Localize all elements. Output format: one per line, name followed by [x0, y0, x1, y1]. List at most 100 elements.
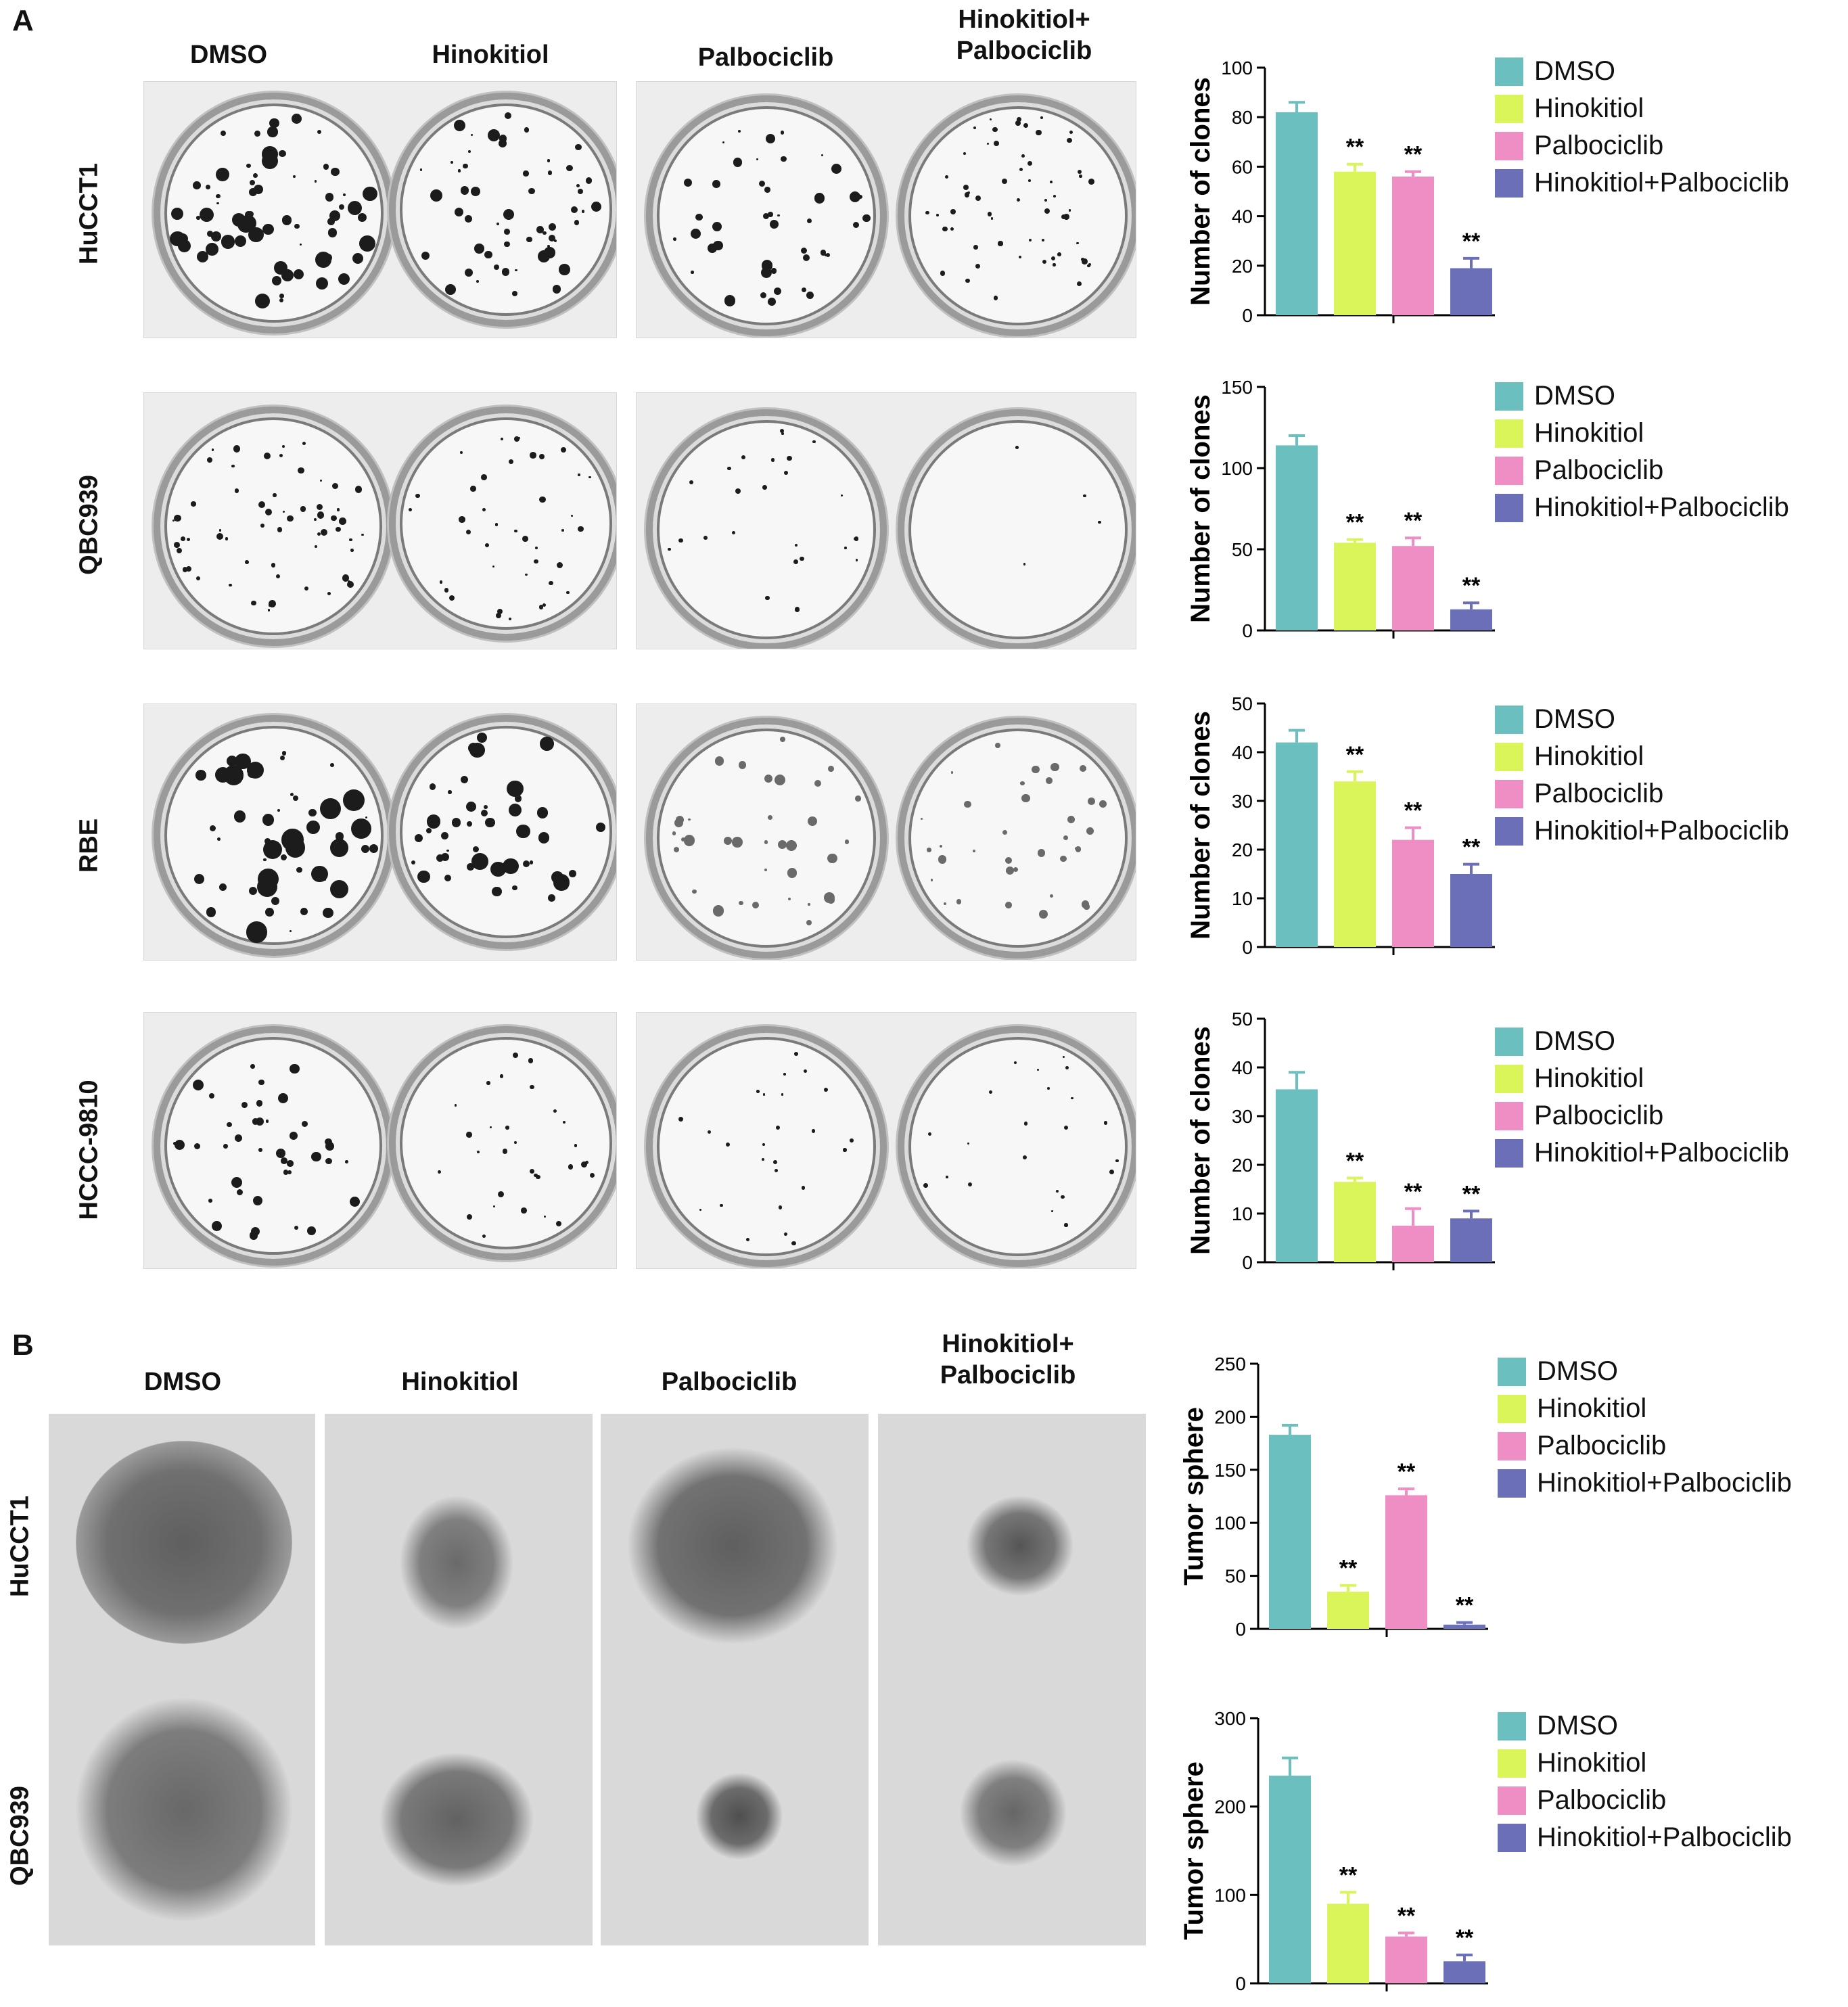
- row-label-b-huCCT1: HuCCT1: [5, 1496, 34, 1597]
- bar-palbociclib: [1385, 1936, 1427, 1983]
- colony: [777, 214, 780, 217]
- colony: [581, 210, 585, 213]
- colony: [1082, 258, 1088, 265]
- legend-label: Hinokitiol: [1534, 93, 1644, 123]
- dish-palbociclib: [646, 409, 887, 649]
- colony: [1023, 1155, 1027, 1160]
- y-tick-label: 20: [1232, 256, 1253, 277]
- colony: [316, 503, 323, 510]
- colony: [441, 831, 449, 839]
- legend-label: DMSO: [1534, 381, 1615, 411]
- colony: [362, 186, 377, 202]
- colony: [1053, 263, 1056, 267]
- colony: [1067, 816, 1075, 824]
- colony: [255, 294, 271, 309]
- legend-label: Hinokitiol+Palbociclib: [1534, 816, 1789, 846]
- colony: [503, 858, 519, 875]
- legend-label: Palbociclib: [1537, 1431, 1667, 1460]
- colony: [768, 212, 773, 217]
- colony: [221, 130, 227, 136]
- colony: [1069, 209, 1071, 212]
- colony: [263, 452, 271, 460]
- colony: [465, 802, 476, 812]
- colony: [227, 1122, 232, 1128]
- colony: [825, 253, 831, 258]
- bar-hinokitiol-palbociclib: [1450, 268, 1492, 315]
- colony: [538, 605, 544, 609]
- colony: [762, 485, 768, 490]
- col-label-combination: Hinokitiol+ Palbociclib: [956, 5, 1092, 65]
- colony: [1005, 866, 1014, 875]
- colony: [471, 853, 488, 871]
- colony: [581, 1161, 588, 1168]
- colony: [944, 175, 949, 179]
- colony: [327, 228, 337, 237]
- colony: [287, 1170, 292, 1175]
- colony: [1018, 256, 1021, 259]
- colony: [504, 241, 510, 247]
- y-tick-label: 10: [1232, 888, 1253, 909]
- colony: [1061, 1195, 1065, 1199]
- legend-swatch: [1498, 1786, 1526, 1815]
- colony: [349, 1197, 361, 1207]
- colony: [591, 202, 601, 212]
- legend-item: Hinokitiol+Palbociclib: [1495, 164, 1789, 202]
- colony: [1062, 1055, 1065, 1058]
- colony: [450, 160, 453, 164]
- colony: [927, 848, 931, 852]
- colony: [467, 1214, 473, 1220]
- colony: [503, 208, 515, 221]
- colony: [558, 264, 570, 276]
- colony: [862, 214, 871, 223]
- sphere-cluster: [966, 1495, 1074, 1596]
- colony: [448, 595, 455, 601]
- legend-swatch: [1495, 57, 1523, 86]
- colony: [196, 215, 200, 220]
- colony: [335, 832, 344, 841]
- colony: [703, 535, 708, 540]
- colony: [492, 565, 494, 568]
- colony: [439, 580, 443, 584]
- colony: [525, 573, 528, 576]
- colony: [1005, 902, 1013, 909]
- colony: [1028, 179, 1031, 182]
- colony: [795, 543, 798, 547]
- y-tick-label: 60: [1232, 156, 1253, 177]
- colony: [460, 451, 463, 454]
- bar-dmso: [1276, 742, 1318, 947]
- bar-hinokitiol-palbociclib: [1450, 609, 1492, 630]
- y-tick-label: 80: [1232, 107, 1253, 128]
- colony: [349, 538, 352, 542]
- legend-item: Hinokitiol: [1498, 1390, 1792, 1427]
- y-tick-label: 20: [1232, 1155, 1253, 1176]
- colony: [992, 126, 998, 133]
- colony: [457, 169, 461, 172]
- colony: [1021, 793, 1030, 802]
- colony: [195, 576, 201, 581]
- colony: [182, 567, 188, 573]
- colony: [512, 1053, 518, 1059]
- dish-combination: [898, 718, 1136, 959]
- sphere-cluster: [959, 1759, 1067, 1867]
- colony: [780, 737, 785, 742]
- colony: [247, 768, 257, 778]
- colony: [430, 189, 442, 202]
- col-label-hinokitiol: Hinokitiol: [432, 41, 549, 69]
- colony: [741, 455, 746, 460]
- colony: [324, 253, 333, 262]
- row-label-qbc939: QBC939: [74, 475, 103, 575]
- colony: [689, 480, 694, 485]
- colony: [195, 769, 206, 781]
- colony: [993, 140, 999, 146]
- colony: [499, 135, 507, 143]
- colony: [758, 180, 766, 187]
- colony: [542, 603, 546, 607]
- colony: [524, 127, 530, 133]
- colony: [781, 156, 787, 162]
- y-tick-label: 100: [1221, 57, 1253, 78]
- colony: [578, 474, 580, 476]
- colony: [828, 766, 834, 772]
- colony: [339, 517, 347, 525]
- colony: [218, 529, 222, 532]
- colony: [329, 210, 340, 221]
